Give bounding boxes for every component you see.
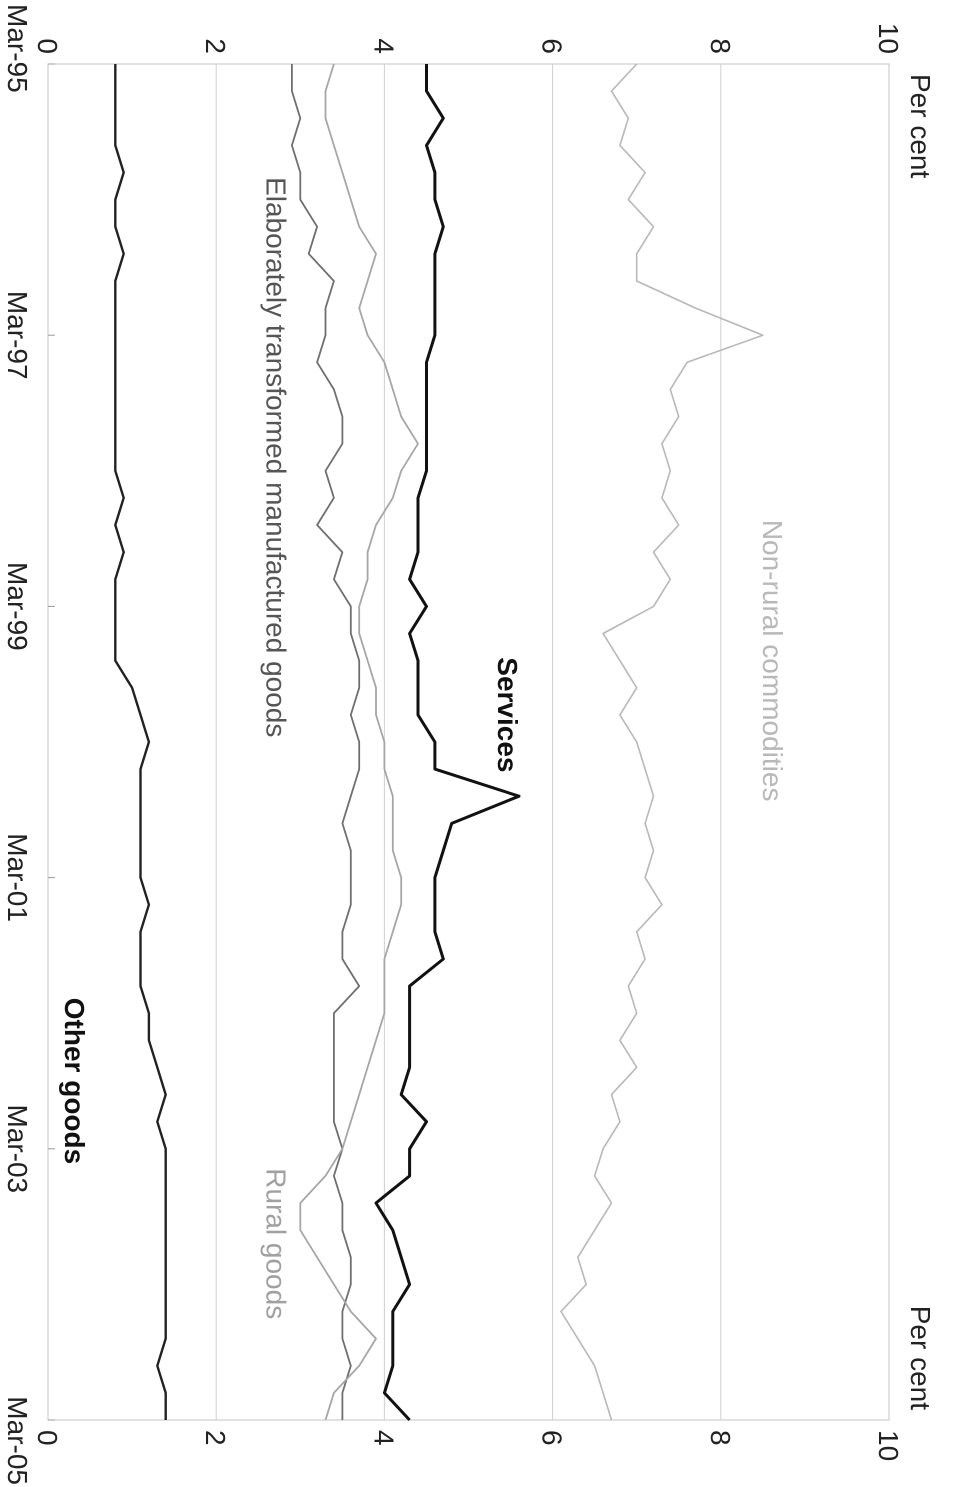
right-y-tick-label: 0	[32, 1430, 63, 1446]
x-tick-marks	[48, 63, 55, 1421]
x-tick-label: Mar-99	[2, 562, 33, 651]
left-y-tick-label: 4	[368, 38, 399, 54]
series-label: Other goods	[59, 998, 90, 1164]
right-y-tick-label: 4	[368, 1430, 399, 1446]
right-y-tick-label: 6	[537, 1430, 568, 1446]
gridlines	[215, 64, 722, 1420]
left-y-tick-label: 10	[873, 23, 904, 54]
left-axis-ticks: 0 2 4 6 8 10	[32, 23, 904, 54]
x-tick-label: Mar-95	[2, 4, 33, 93]
series-line	[374, 64, 521, 1422]
right-axis-ticks: 0 2 4 6 8 10	[32, 1430, 904, 1461]
left-y-tick-label: 0	[32, 38, 63, 54]
left-axis-unit: Per cent	[905, 74, 936, 178]
x-tick-label: Mar-01	[2, 833, 33, 922]
right-y-tick-label: 2	[200, 1430, 231, 1446]
series-line	[299, 63, 419, 1421]
right-y-tick-label: 10	[873, 1430, 904, 1461]
left-y-tick-label: 2	[200, 38, 231, 54]
x-axis-ticks: Mar-95 Mar-97 Mar-99 Mar-01 Mar-03 Mar-05	[2, 4, 33, 1485]
series-line	[291, 64, 361, 1420]
series-line	[114, 64, 167, 1420]
series-label: Rural goods	[261, 1168, 292, 1319]
series-label: Non-rural commodities	[757, 520, 788, 802]
left-y-tick-label: 6	[537, 38, 568, 54]
left-y-tick-label: 8	[705, 38, 736, 54]
right-axis-unit: Per cent	[905, 1306, 936, 1410]
x-tick-label: Mar-97	[2, 291, 33, 380]
x-tick-label: Mar-05	[2, 1396, 33, 1485]
plot-area: Non-rural commodities Services Elaborately…	[2, 4, 936, 1485]
plot-frame	[47, 63, 890, 1421]
x-tick-label: Mar-03	[2, 1104, 33, 1193]
series-label: Services	[492, 657, 523, 772]
series-label: Elaborately transformed manufactured goo…	[261, 177, 292, 737]
series-labels: Non-rural commodities Services Elaborately…	[59, 177, 788, 1319]
series-line	[560, 63, 764, 1421]
series-lines	[114, 63, 764, 1422]
right-y-tick-label: 8	[705, 1430, 736, 1446]
